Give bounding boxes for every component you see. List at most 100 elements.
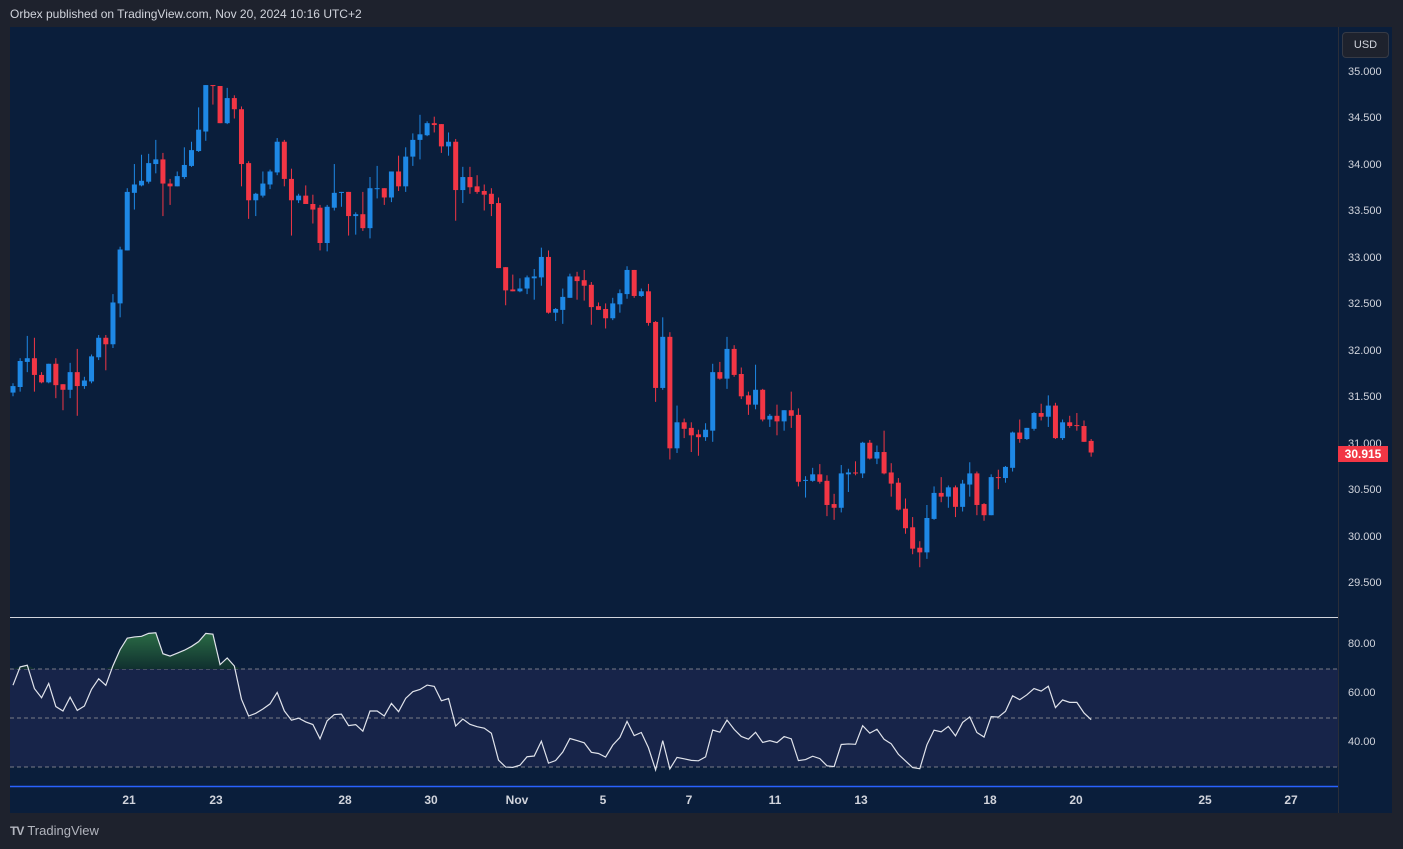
time-label: 11 <box>768 793 782 807</box>
candle-body <box>788 410 794 416</box>
candle-body <box>1010 432 1016 468</box>
candle-body <box>952 487 958 507</box>
candle-body <box>431 123 437 126</box>
candle-body <box>645 291 651 323</box>
tradingview-logo[interactable]: TV TradingView <box>10 823 99 838</box>
candle-body <box>39 374 45 383</box>
candle-body <box>17 360 23 388</box>
candle-body <box>503 267 509 291</box>
candle-body <box>353 214 359 217</box>
candle-body <box>1038 413 1044 417</box>
candle-body <box>681 422 687 429</box>
candle-body <box>1024 427 1030 440</box>
candle-body <box>567 276 573 298</box>
candle-body <box>510 289 516 292</box>
candle-body <box>517 288 523 292</box>
candle-body <box>981 504 987 516</box>
candle-body <box>388 171 394 198</box>
candle-body <box>588 284 594 308</box>
candle-body <box>81 380 87 387</box>
candle-body <box>153 159 159 165</box>
candle-body <box>417 134 423 140</box>
candle-body <box>774 415 780 422</box>
price-tick: 34.000 <box>1348 158 1382 171</box>
current-price-label: 30.915 <box>1338 446 1388 462</box>
candle-body <box>260 183 266 196</box>
price-tick: 32.500 <box>1348 298 1382 311</box>
candle-body <box>1074 425 1080 427</box>
price-tick: 29.500 <box>1348 576 1382 589</box>
candle-body <box>160 159 166 184</box>
candle-body <box>924 517 930 553</box>
candle-body <box>831 504 837 508</box>
candle-body <box>238 109 244 165</box>
time-label: 18 <box>983 793 997 807</box>
candle-body <box>874 452 880 459</box>
candle-body <box>867 442 873 459</box>
time-label: 23 <box>209 793 223 807</box>
publish-header: Orbex published on TradingView.com, Nov … <box>10 7 362 21</box>
candle-body <box>453 141 459 191</box>
candle-body <box>1088 440 1094 453</box>
candle-body <box>167 183 173 187</box>
candle-body <box>653 321 659 388</box>
time-label: 20 <box>1069 793 1083 807</box>
candle-body <box>267 171 273 185</box>
candle-body <box>881 452 887 474</box>
currency-button[interactable]: USD <box>1342 32 1389 58</box>
rsi-tick: 60.00 <box>1348 686 1376 699</box>
candle-body <box>860 442 866 474</box>
candle-body <box>903 508 908 529</box>
price-tick: 33.500 <box>1348 205 1382 218</box>
candle-body <box>738 373 744 397</box>
price-tick: 31.500 <box>1348 391 1382 404</box>
candle-body <box>231 98 237 110</box>
candle-body <box>53 363 59 386</box>
candle-body <box>60 384 66 390</box>
candle-body <box>460 177 466 191</box>
candle-body <box>346 191 352 217</box>
candle-body <box>217 86 223 124</box>
candle-body <box>795 414 801 482</box>
candle-body <box>274 141 280 173</box>
price-tick: 30.500 <box>1348 484 1382 497</box>
rsi-overbought-fill <box>13 632 1092 669</box>
candle-body <box>945 487 951 497</box>
candle-body <box>724 348 730 379</box>
candle-body <box>710 372 716 431</box>
candle-body <box>374 188 380 190</box>
candle-body <box>424 123 430 136</box>
candle-body <box>210 85 216 87</box>
candle-body <box>674 422 680 449</box>
candle-body <box>781 410 787 422</box>
candle-body <box>845 472 851 475</box>
candle-body <box>688 427 694 436</box>
candle-body <box>196 129 202 152</box>
price-tick: 32.000 <box>1348 344 1382 357</box>
candle-body <box>224 98 230 124</box>
candle-body <box>24 358 30 362</box>
candle-body <box>438 124 444 147</box>
candle-body <box>760 389 766 420</box>
time-label: 13 <box>854 793 868 807</box>
time-label: 7 <box>685 793 693 807</box>
time-label: 30 <box>424 793 438 807</box>
candle-body <box>324 206 330 244</box>
candle-body <box>103 337 109 345</box>
candle-body <box>731 348 737 375</box>
candle-body <box>288 178 294 201</box>
candle-body <box>703 429 709 438</box>
rsi-tick: 80.00 <box>1348 637 1376 650</box>
candle-body <box>246 163 252 201</box>
candle-body <box>838 473 844 508</box>
candle-body <box>695 434 701 438</box>
time-label: 25 <box>1198 793 1212 807</box>
candle-body <box>967 473 973 485</box>
candle-body <box>910 527 916 549</box>
candle-body <box>131 184 137 193</box>
candle-body <box>603 308 609 319</box>
candle-body <box>745 395 751 405</box>
candle-body <box>931 492 937 519</box>
candle-body <box>581 280 587 286</box>
